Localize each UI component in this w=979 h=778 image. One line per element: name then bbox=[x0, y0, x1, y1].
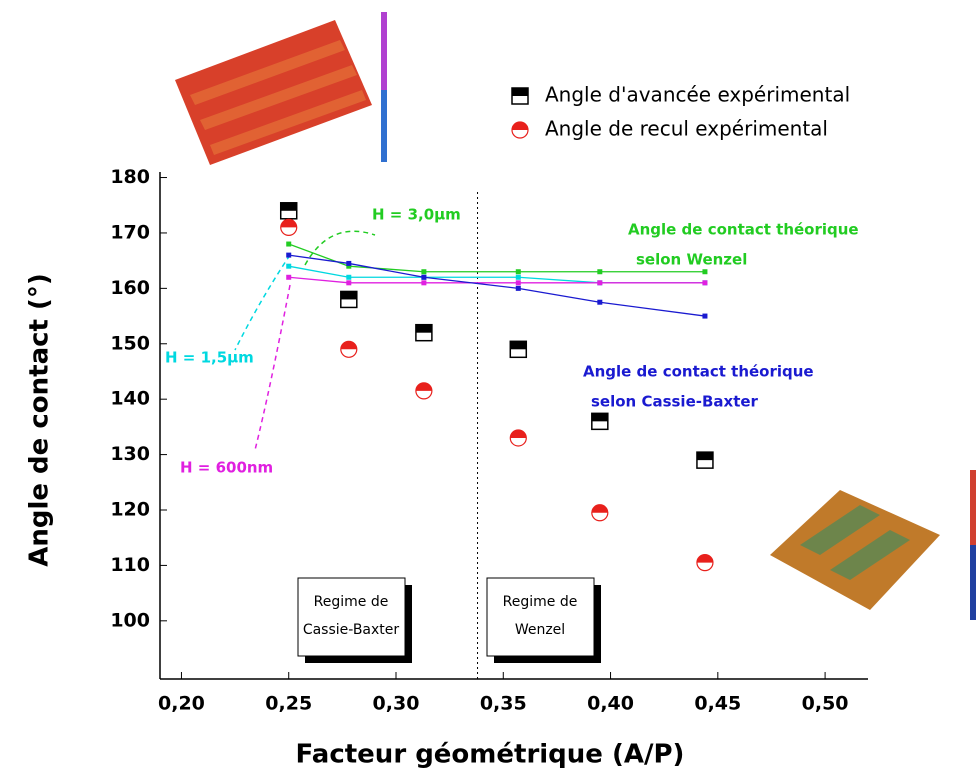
regime-box bbox=[297, 577, 406, 657]
line-point bbox=[286, 252, 292, 258]
line-point bbox=[346, 280, 352, 286]
legend-label: Angle de recul expérimental bbox=[545, 117, 828, 141]
square-marker bbox=[279, 202, 298, 220]
line-point bbox=[515, 285, 521, 291]
line-point bbox=[346, 263, 352, 269]
y-axis-title: Angle de contact (°) bbox=[25, 273, 55, 567]
annotation: selon Cassie-Baxter bbox=[591, 393, 759, 411]
line-point bbox=[515, 280, 521, 286]
line-point bbox=[702, 280, 708, 286]
y-tick-label: 140 bbox=[110, 388, 150, 410]
line-point bbox=[515, 269, 521, 275]
line-point bbox=[286, 274, 292, 280]
line-point bbox=[702, 313, 708, 319]
x-axis-title: Facteur géométrique (A/P) bbox=[296, 740, 685, 770]
x-tick-label: 0,20 bbox=[158, 693, 205, 715]
line-point bbox=[286, 263, 292, 269]
x-tick-label: 0,30 bbox=[373, 693, 420, 715]
circle-marker bbox=[591, 504, 609, 522]
line-point bbox=[597, 269, 603, 275]
surface-image-bottom bbox=[770, 470, 976, 620]
line-label: H = 1,5µm bbox=[165, 349, 254, 367]
circle-marker bbox=[415, 382, 433, 400]
circle-marker bbox=[696, 554, 714, 572]
line-point bbox=[346, 274, 352, 280]
regime-label: Regime de bbox=[503, 594, 578, 610]
annotation: selon Wenzel bbox=[636, 251, 747, 269]
annotation: Angle de contact théorique bbox=[628, 221, 859, 239]
legend-marker bbox=[511, 121, 529, 139]
line-label: H = 3,0µm bbox=[372, 206, 461, 224]
line-point bbox=[515, 274, 521, 280]
annotation: Angle de contact théorique bbox=[583, 363, 814, 381]
y-tick-label: 130 bbox=[110, 443, 150, 465]
line-point bbox=[286, 241, 292, 247]
x-tick-label: 0,40 bbox=[587, 693, 634, 715]
regime-label: Cassie-Baxter bbox=[303, 622, 400, 638]
y-tick-label: 110 bbox=[110, 554, 150, 576]
line-point bbox=[597, 280, 603, 286]
legend-marker bbox=[511, 87, 529, 105]
line-label: H = 600nm bbox=[180, 459, 273, 477]
y-tick-label: 150 bbox=[110, 332, 150, 354]
regime-label: Regime de bbox=[314, 594, 389, 610]
square-marker bbox=[696, 451, 714, 469]
line-point bbox=[702, 269, 708, 275]
legend-label: Angle d'avancée expérimental bbox=[545, 83, 850, 107]
line-point bbox=[421, 269, 427, 275]
x-tick-label: 0,25 bbox=[265, 693, 312, 715]
y-tick-label: 120 bbox=[110, 499, 150, 521]
y-tick-label: 170 bbox=[110, 221, 150, 243]
line-point bbox=[421, 280, 427, 286]
regime-box bbox=[486, 577, 595, 657]
x-tick-label: 0,35 bbox=[480, 693, 527, 715]
line-point bbox=[346, 260, 352, 266]
theory-line bbox=[288, 254, 706, 317]
x-tick-label: 0,45 bbox=[694, 693, 741, 715]
x-tick-label: 0,50 bbox=[802, 693, 849, 715]
line-point bbox=[597, 299, 603, 305]
circle-marker bbox=[340, 340, 358, 358]
square-marker bbox=[415, 323, 433, 342]
line-point bbox=[421, 274, 427, 280]
regime-label: Wenzel bbox=[515, 622, 565, 638]
circle-marker bbox=[509, 429, 527, 447]
y-tick-label: 160 bbox=[110, 277, 150, 299]
surface-image-top bbox=[175, 12, 387, 165]
y-tick-label: 100 bbox=[110, 609, 150, 631]
circle-marker bbox=[280, 218, 298, 237]
arrows bbox=[234, 230, 376, 451]
square-marker bbox=[509, 340, 528, 359]
y-tick-label: 180 bbox=[110, 166, 150, 188]
square-marker bbox=[340, 290, 358, 309]
square-marker bbox=[591, 412, 609, 431]
